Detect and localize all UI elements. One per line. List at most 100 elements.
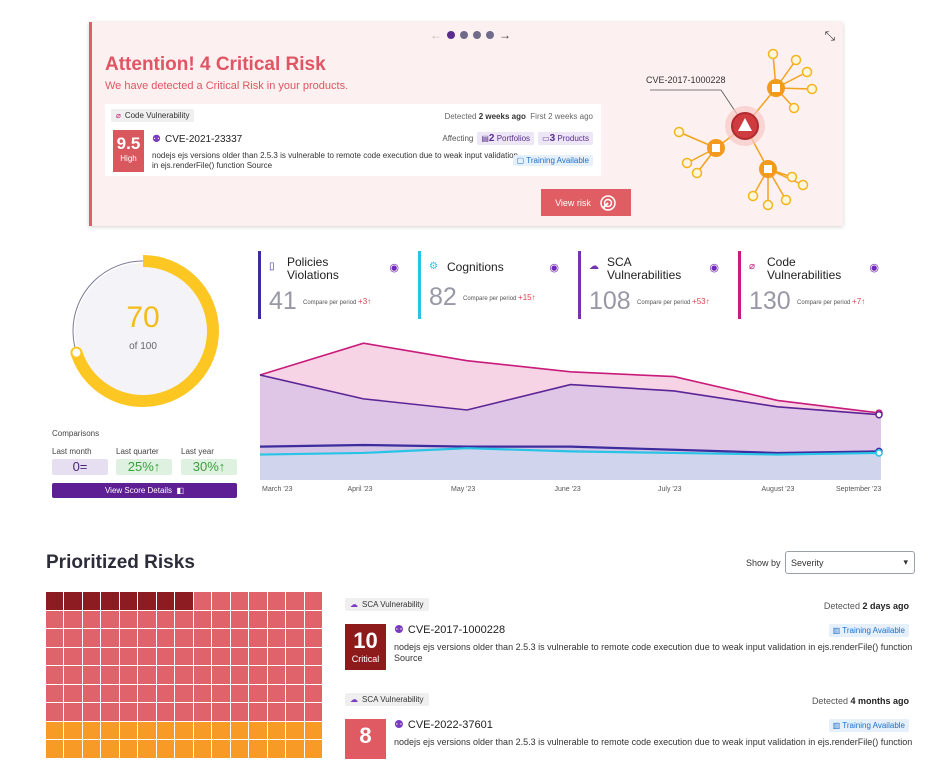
heatmap-cell[interactable]	[193, 684, 212, 702]
heatmap-cell[interactable]	[156, 666, 175, 684]
heatmap-cell[interactable]	[267, 592, 286, 610]
heatmap-cell[interactable]	[46, 703, 64, 721]
heatmap-cell[interactable]	[46, 721, 64, 739]
heatmap-cell[interactable]	[101, 721, 119, 739]
training-badge[interactable]: ▥ Training Available	[828, 719, 909, 732]
show-by-select[interactable]: Severity ▾	[785, 551, 915, 574]
heatmap-cell[interactable]	[230, 721, 249, 739]
heatmap-cell[interactable]	[101, 740, 119, 758]
heatmap-cell[interactable]	[230, 592, 249, 610]
heatmap-cell[interactable]	[286, 740, 304, 758]
heatmap-cell[interactable]	[119, 592, 138, 610]
heatmap-cell[interactable]	[286, 647, 304, 665]
heatmap-cell[interactable]	[249, 647, 267, 665]
heatmap-cell[interactable]	[304, 703, 322, 721]
heatmap-cell[interactable]	[138, 666, 156, 684]
carousel-next-icon[interactable]: →	[499, 28, 511, 42]
heatmap-cell[interactable]	[138, 592, 156, 610]
heatmap-cell[interactable]	[64, 740, 82, 758]
eye-icon[interactable]: ◉	[389, 262, 399, 274]
heatmap-cell[interactable]	[82, 684, 101, 702]
cve-id[interactable]: CVE-2022-37601	[407, 718, 493, 731]
heatmap-cell[interactable]	[267, 647, 286, 665]
heatmap-cell[interactable]	[304, 684, 322, 702]
heatmap-cell[interactable]	[267, 610, 286, 628]
heatmap-cell[interactable]	[64, 721, 82, 739]
heatmap-cell[interactable]	[138, 629, 156, 647]
heatmap-cell[interactable]	[286, 666, 304, 684]
heatmap-cell[interactable]	[46, 684, 64, 702]
heatmap-cell[interactable]	[286, 721, 304, 739]
heatmap-cell[interactable]	[304, 647, 322, 665]
heatmap-cell[interactable]	[119, 610, 138, 628]
eye-icon[interactable]: ◉	[709, 262, 719, 274]
heatmap-cell[interactable]	[267, 666, 286, 684]
metric-cognitions[interactable]: ⚙ Cognitions ◉ 82 Compare per period +15…	[418, 251, 573, 319]
heatmap-cell[interactable]	[46, 592, 64, 610]
heatmap-cell[interactable]	[46, 666, 64, 684]
heatmap-cell[interactable]	[82, 721, 101, 739]
metric-code-vulnerabilities[interactable]: ⌀ Code Vulnerabilities ◉ 130 Compare per…	[738, 251, 893, 319]
heatmap-cell[interactable]	[193, 610, 212, 628]
heatmap-cell[interactable]	[230, 629, 249, 647]
heatmap-cell[interactable]	[156, 629, 175, 647]
heatmap-cell[interactable]	[249, 684, 267, 702]
heatmap-cell[interactable]	[249, 592, 267, 610]
heatmap-cell[interactable]	[212, 703, 230, 721]
heatmap-cell[interactable]	[82, 666, 101, 684]
heatmap-cell[interactable]	[193, 592, 212, 610]
heatmap-cell[interactable]	[101, 647, 119, 665]
metric-policies-violations[interactable]: ▯ Policies Violations ◉ 41 Compare per p…	[258, 251, 413, 319]
heatmap-cell[interactable]	[156, 610, 175, 628]
heatmap-cell[interactable]	[46, 610, 64, 628]
heatmap-cell[interactable]	[212, 740, 230, 758]
heatmap-cell[interactable]	[175, 666, 193, 684]
heatmap-cell[interactable]	[286, 592, 304, 610]
heatmap-cell[interactable]	[82, 647, 101, 665]
heatmap-cell[interactable]	[193, 740, 212, 758]
eye-icon[interactable]: ◉	[549, 262, 559, 274]
heatmap-cell[interactable]	[212, 629, 230, 647]
heatmap-cell[interactable]	[212, 721, 230, 739]
heatmap-cell[interactable]	[101, 684, 119, 702]
heatmap-cell[interactable]	[304, 666, 322, 684]
graph-cve-label[interactable]: CVE-2017-1000228	[646, 75, 726, 85]
heatmap-cell[interactable]	[249, 721, 267, 739]
heatmap-cell[interactable]	[82, 703, 101, 721]
heatmap-cell[interactable]	[212, 684, 230, 702]
heatmap-cell[interactable]	[304, 721, 322, 739]
heatmap-cell[interactable]	[64, 592, 82, 610]
training-badge[interactable]: ▢ Training Available	[512, 155, 593, 166]
heatmap-cell[interactable]	[82, 740, 101, 758]
heatmap-cell[interactable]	[46, 740, 64, 758]
heatmap-cell[interactable]	[156, 721, 175, 739]
heatmap-cell[interactable]	[230, 610, 249, 628]
heatmap-cell[interactable]	[138, 684, 156, 702]
view-risk-button[interactable]: View risk	[541, 189, 631, 216]
carousel-dot-3[interactable]	[473, 31, 481, 39]
heatmap-cell[interactable]	[175, 721, 193, 739]
training-badge[interactable]: ▥ Training Available	[828, 624, 909, 637]
heatmap-cell[interactable]	[212, 592, 230, 610]
heatmap-cell[interactable]	[193, 629, 212, 647]
heatmap-cell[interactable]	[138, 740, 156, 758]
heatmap-cell[interactable]	[286, 610, 304, 628]
heatmap-cell[interactable]	[230, 684, 249, 702]
carousel-dot-1[interactable]	[447, 31, 455, 39]
heatmap-cell[interactable]	[119, 629, 138, 647]
heatmap-cell[interactable]	[64, 684, 82, 702]
heatmap-cell[interactable]	[156, 592, 175, 610]
heatmap-cell[interactable]	[267, 629, 286, 647]
cve-id[interactable]: CVE-2017-1000228	[407, 623, 506, 636]
heatmap-cell[interactable]	[82, 610, 101, 628]
heatmap-cell[interactable]	[267, 740, 286, 758]
heatmap-cell[interactable]	[249, 610, 267, 628]
heatmap-cell[interactable]	[175, 740, 193, 758]
collapse-icon[interactable]: ⤡	[824, 28, 835, 43]
heatmap-cell[interactable]	[138, 703, 156, 721]
heatmap-cell[interactable]	[193, 703, 212, 721]
heatmap-cell[interactable]	[230, 666, 249, 684]
heatmap-cell[interactable]	[249, 666, 267, 684]
heatmap-cell[interactable]	[64, 610, 82, 628]
heatmap-cell[interactable]	[286, 629, 304, 647]
